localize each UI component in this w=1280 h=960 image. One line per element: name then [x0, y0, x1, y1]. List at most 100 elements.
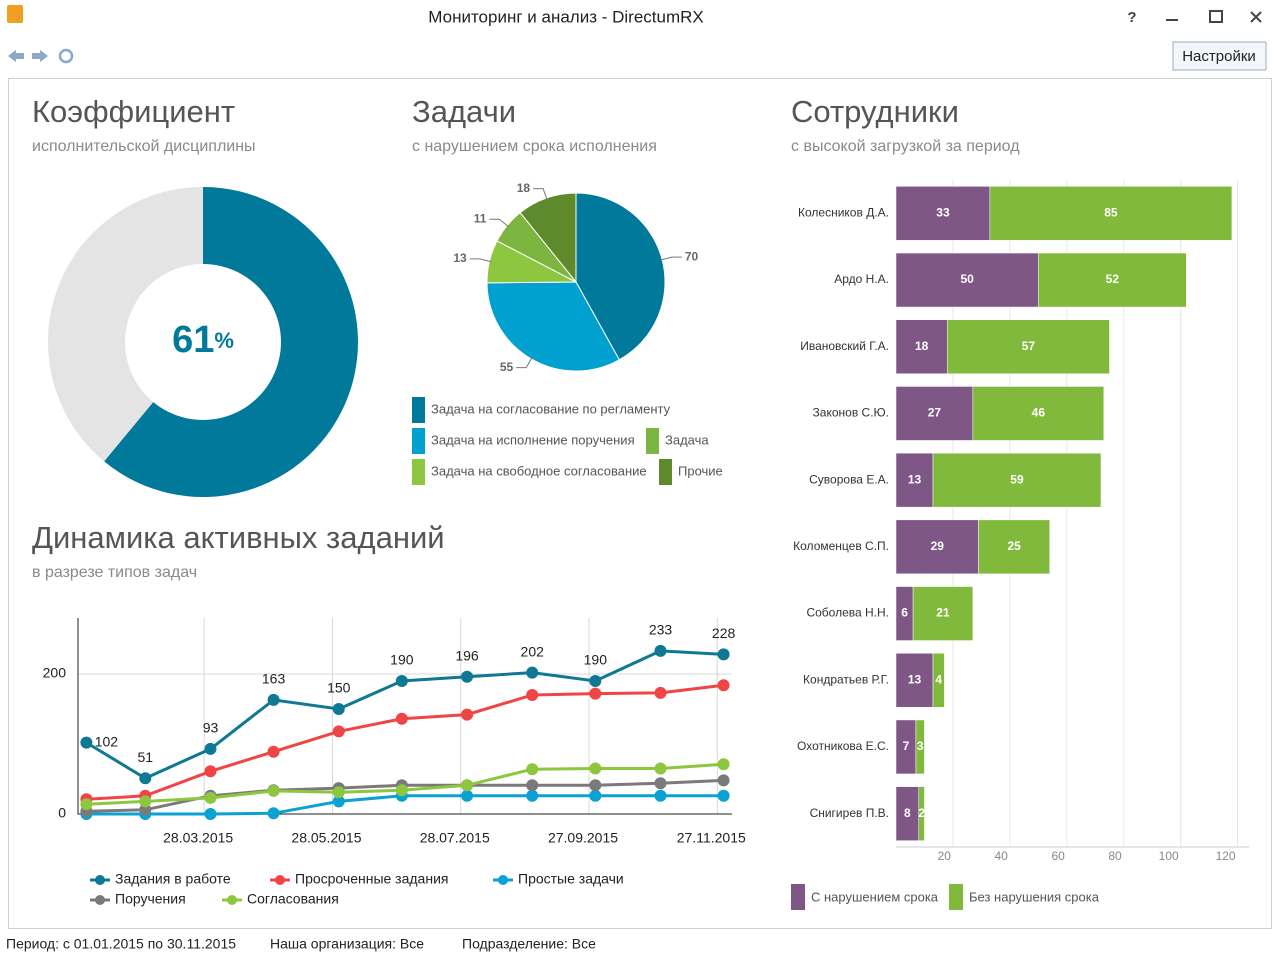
- legend-marker: [95, 895, 105, 905]
- data-label: 233: [649, 622, 673, 638]
- point: [461, 670, 474, 683]
- bar-value-label: 18: [915, 339, 929, 353]
- point: [526, 666, 539, 679]
- donut-center-label: 61%: [172, 319, 234, 361]
- maximize-button[interactable]: [1209, 10, 1223, 23]
- bar-value-label: 3: [917, 739, 924, 753]
- point: [395, 675, 408, 687]
- bar-value-label: 29: [931, 539, 945, 553]
- point: [589, 675, 602, 687]
- legend-marker: [227, 895, 237, 905]
- point: [332, 703, 345, 715]
- bar-value-label: 33: [936, 206, 950, 220]
- y-tick-label: 200: [43, 665, 67, 681]
- legend-label: Задания в работе: [115, 871, 231, 887]
- bar-segment: [895, 519, 979, 575]
- settings-label[interactable]: Настройки: [1182, 48, 1256, 65]
- chart-title: Задачи: [412, 94, 516, 129]
- legend-swatch: [412, 397, 425, 423]
- point: [139, 803, 152, 816]
- legend-swatch: [659, 459, 672, 485]
- leader-line: [516, 356, 533, 369]
- bar-value-label: 6: [901, 606, 908, 620]
- point: [717, 789, 730, 802]
- x-tick-label: 60: [1051, 849, 1065, 863]
- y-tick-label: 0: [58, 805, 66, 821]
- donut-arc: [104, 187, 358, 497]
- bar-segment: [932, 452, 1102, 508]
- chart-subtitle: с нарушением срока исполнения: [412, 138, 657, 155]
- app-icon: [7, 5, 23, 23]
- point: [204, 742, 217, 755]
- bar-segment: [932, 653, 945, 708]
- point: [139, 772, 152, 785]
- bar-value-label: 25: [1007, 539, 1021, 553]
- x-tick-label: 27.11.2015: [677, 830, 746, 846]
- back-button[interactable]: [8, 50, 24, 62]
- leader-line: [469, 258, 492, 263]
- bar-value-label: 46: [1032, 406, 1046, 420]
- category-label: Ардо Н.А.: [834, 272, 889, 286]
- chart-title: Сотрудники: [791, 94, 959, 129]
- legend-label: Задача на согласование по регламенту: [431, 401, 671, 416]
- slice-label: 70: [685, 249, 699, 263]
- data-label: 190: [390, 652, 414, 668]
- point: [717, 679, 730, 692]
- bar-segment: [915, 719, 925, 775]
- close-button[interactable]: [1250, 11, 1262, 23]
- slice-label: 13: [453, 251, 467, 265]
- content-border: [8, 78, 1272, 929]
- refresh-button[interactable]: [58, 48, 74, 64]
- point: [332, 795, 345, 808]
- bar-segment: [895, 386, 974, 441]
- center-unit: %: [214, 328, 234, 353]
- data-label: 93: [203, 720, 219, 736]
- point: [526, 763, 539, 776]
- data-label: 51: [138, 749, 154, 765]
- point: [80, 798, 93, 811]
- point: [654, 644, 667, 657]
- bar-value-label: 57: [1022, 339, 1036, 353]
- bar-value-label: 27: [928, 406, 942, 420]
- x-tick-label: 100: [1159, 849, 1179, 863]
- point: [461, 708, 474, 721]
- legend-marker: [95, 875, 105, 885]
- bar-segment: [1038, 252, 1187, 308]
- data-label: 190: [584, 652, 608, 668]
- data-label: 196: [455, 648, 479, 664]
- bar-value-label: 59: [1010, 472, 1024, 486]
- data-label: 102: [95, 733, 119, 749]
- legend-label: Поручения: [115, 891, 186, 907]
- help-button[interactable]: ?: [1127, 9, 1136, 26]
- point: [717, 774, 730, 787]
- bar-value-label: 52: [1106, 272, 1120, 286]
- point: [717, 758, 730, 771]
- point: [332, 725, 345, 738]
- bar-segment: [895, 252, 1039, 308]
- point: [526, 789, 539, 802]
- bar-segment: [918, 786, 925, 841]
- chart-title: Динамика активных заданий: [32, 520, 445, 555]
- point: [654, 686, 667, 699]
- forward-button[interactable]: [32, 50, 48, 62]
- category-label: Снигирев П.В.: [810, 806, 889, 820]
- point: [139, 795, 152, 808]
- settings-button[interactable]: [1172, 41, 1267, 71]
- x-tick-label: 40: [995, 849, 1009, 863]
- category-label: Колесников Д.А.: [798, 206, 889, 220]
- legend-label: Простые задачи: [518, 871, 624, 887]
- bar-segment: [946, 319, 1110, 374]
- point: [204, 791, 217, 804]
- chart-subtitle: в разрезе типов задач: [32, 564, 197, 581]
- legend-label: Согласования: [247, 891, 339, 907]
- point: [589, 762, 602, 775]
- chart-subtitle: с высокой загрузкой за период: [791, 138, 1020, 155]
- leader-line: [489, 218, 510, 228]
- window-title: Мониторинг и анализ - DirectumRX: [428, 7, 703, 26]
- point: [267, 807, 280, 820]
- legend-swatch: [791, 884, 805, 910]
- data-label: 163: [262, 671, 286, 687]
- bar-value-label: 4: [935, 672, 942, 686]
